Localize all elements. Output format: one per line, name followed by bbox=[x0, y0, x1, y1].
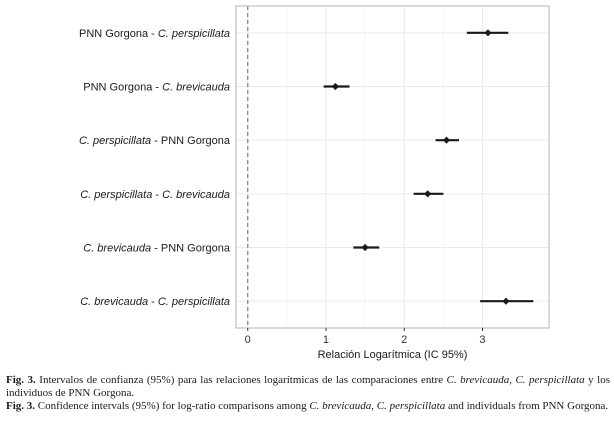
marks bbox=[323, 29, 534, 305]
row-label: PNN Gorgona - C. brevicauda bbox=[83, 82, 230, 94]
plot-panel bbox=[235, 5, 550, 329]
x-tick-label: 3 bbox=[479, 334, 485, 346]
estimate-point bbox=[484, 29, 492, 37]
grid bbox=[236, 6, 549, 328]
estimate-point bbox=[361, 243, 369, 252]
caption-english: Fig. 3. Confidence intervals (95%) for l… bbox=[6, 400, 609, 412]
x-tick-label: 0 bbox=[245, 334, 251, 346]
row-label: C. perspicillata - C. brevicauda bbox=[80, 189, 230, 201]
figure-caption: Fig. 3. Intervalos de confianza (95%) pa… bbox=[6, 374, 610, 413]
row-label: C. brevicauda - C. perspicillata bbox=[80, 296, 230, 308]
estimate-point bbox=[331, 82, 339, 91]
row-label: C. brevicauda - PNN Gorgona bbox=[83, 243, 231, 255]
row-labels: PNN Gorgona - C. perspicillata PNN Gorgon… bbox=[79, 28, 231, 308]
x-tick-label: 2 bbox=[401, 334, 407, 346]
x-axis-ticks: 0 1 2 3 bbox=[245, 328, 486, 346]
estimate-point bbox=[502, 297, 510, 305]
estimate-point bbox=[442, 136, 451, 144]
row-label: C. perspicillata - PNN Gorgona bbox=[79, 135, 231, 147]
forest-plot: PNN Gorgona - C. perspicillata PNN Gorgon… bbox=[79, 5, 550, 361]
x-axis-title: Relación Logarítmica (IC 95%) bbox=[318, 349, 468, 361]
estimate-point bbox=[424, 190, 432, 198]
x-tick-label: 1 bbox=[323, 334, 329, 346]
row-label: PNN Gorgona - C. perspicillata bbox=[79, 28, 230, 40]
caption-spanish: Fig. 3. Intervalos de confianza (95%) pa… bbox=[6, 374, 611, 399]
